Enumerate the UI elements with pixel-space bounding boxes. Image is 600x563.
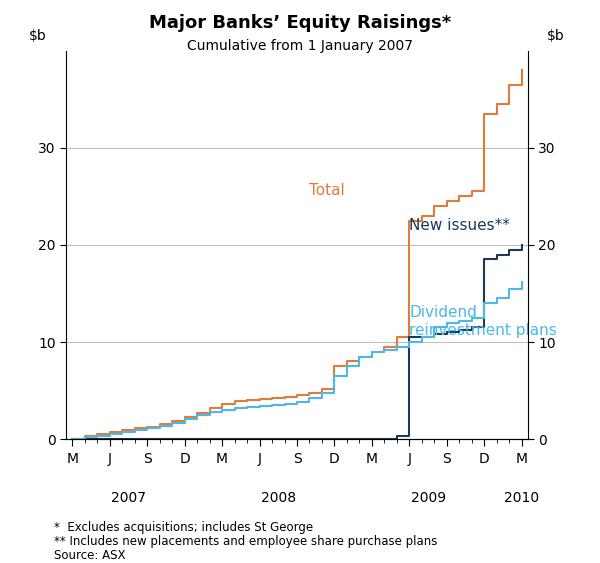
Text: New issues**: New issues**	[409, 218, 510, 233]
Text: $b: $b	[547, 29, 565, 43]
Text: 2009: 2009	[410, 491, 446, 505]
Text: Total: Total	[310, 184, 345, 198]
Text: 2010: 2010	[504, 491, 539, 505]
Text: Major Banks’ Equity Raisings*: Major Banks’ Equity Raisings*	[149, 14, 451, 32]
Text: 2008: 2008	[261, 491, 296, 505]
Text: Dividend
reinvestment plans: Dividend reinvestment plans	[409, 305, 557, 337]
Text: 2007: 2007	[111, 491, 146, 505]
Text: ** Includes new placements and employee share purchase plans: ** Includes new placements and employee …	[54, 535, 437, 548]
Text: $b: $b	[29, 29, 47, 43]
Text: Cumulative from 1 January 2007: Cumulative from 1 January 2007	[187, 39, 413, 53]
Text: *  Excludes acquisitions; includes St George: * Excludes acquisitions; includes St Geo…	[54, 521, 313, 534]
Text: Source: ASX: Source: ASX	[54, 549, 125, 562]
